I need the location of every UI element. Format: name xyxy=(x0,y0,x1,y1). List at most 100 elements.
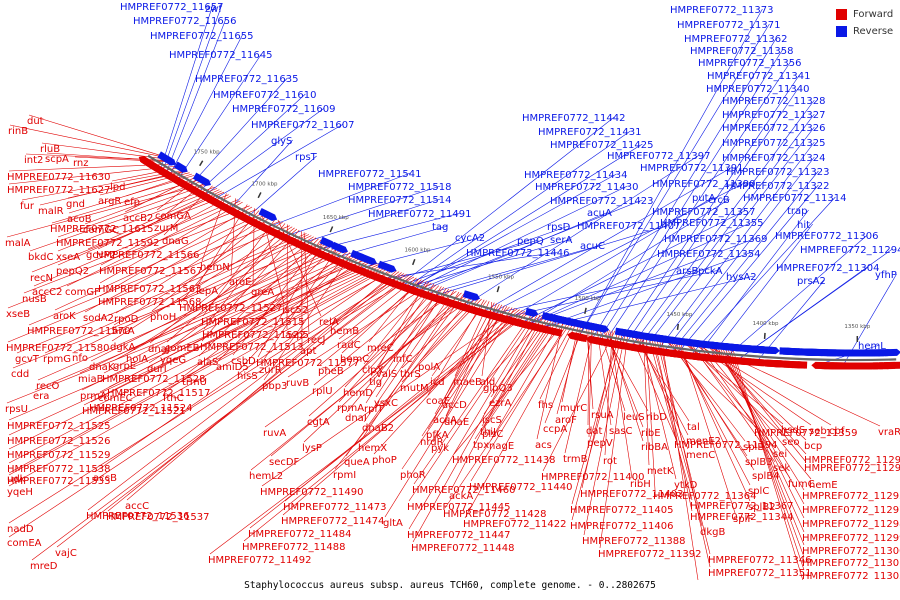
gene-label-leader xyxy=(430,224,670,297)
gene-label: hsdS xyxy=(781,425,805,436)
gene-label: HMPREF0772_11448 xyxy=(411,543,514,554)
gene-label: dgkA xyxy=(110,342,135,353)
gene-label-leader xyxy=(591,37,777,340)
gene-label: xseA xyxy=(56,252,80,263)
gene-label-leader xyxy=(729,346,805,571)
gene-label-leader xyxy=(249,310,525,529)
gene-label: gnd xyxy=(66,199,85,210)
kbp-tick-label: 1700 kbp xyxy=(252,181,278,187)
gene-label-leader xyxy=(97,190,222,250)
gene-label-leader xyxy=(718,345,805,519)
gene-label: HMPREF0772_11422 xyxy=(463,519,566,530)
gene-label: greA xyxy=(251,287,274,298)
gene-label-leader xyxy=(713,345,805,491)
gene-label: HMPREF0772_11655 xyxy=(150,31,253,42)
gene-label: HMPREF0772_11341 xyxy=(707,71,810,82)
gene-arrow xyxy=(614,341,634,351)
gene-label: HMPREF0772_11292 xyxy=(804,463,900,474)
gene-label: pheB xyxy=(318,366,344,377)
gene-label-leader xyxy=(453,320,567,455)
gene-label-leader xyxy=(370,283,435,377)
gene-arrow xyxy=(883,361,900,370)
gene-label: HMPREF0772_11344 xyxy=(690,512,793,523)
gene-label-leader xyxy=(303,292,462,443)
gene-arrow xyxy=(549,327,563,337)
gene-label-leader xyxy=(648,336,693,501)
gene-label-leader xyxy=(445,303,498,417)
gene-label-leader xyxy=(197,93,306,193)
gene-label-leader xyxy=(630,99,815,348)
gene-label-leader xyxy=(359,291,460,443)
gene-label: gltA xyxy=(383,518,403,529)
gene-label: HMPREF0772_11592 xyxy=(56,238,159,249)
gene-label: HMPREF0772_11371 xyxy=(677,20,780,31)
gene-label: dnaB2 xyxy=(362,423,394,434)
gene-label: HMPREF0772_11291 xyxy=(804,455,900,466)
gene-label-leader xyxy=(571,332,623,521)
gene-label: ytkD xyxy=(674,480,698,491)
gene-label-leader xyxy=(606,329,644,442)
gene-label-leader xyxy=(56,274,410,548)
gene-label: HMPREF0772_11645 xyxy=(169,50,272,61)
gene-label-leader xyxy=(28,220,281,326)
gene-label-leader xyxy=(23,205,250,294)
gene-label: rot xyxy=(603,456,617,467)
gene-label: rpmA xyxy=(337,403,364,414)
strand-legend: Forward Reverse xyxy=(836,6,893,40)
gene-label: pfkA xyxy=(426,430,449,441)
gene-label-leader xyxy=(31,194,229,273)
gene-label: aroE xyxy=(229,277,251,288)
gene-label: HMPREF0772_11491 xyxy=(368,209,471,220)
gene-label-leader xyxy=(700,343,812,480)
gene-label: HMPREF0772_11305 xyxy=(802,571,900,580)
gene-label: dkgB xyxy=(700,527,725,538)
gene-label: metK xyxy=(647,466,674,477)
gene-label-leader xyxy=(7,209,257,309)
legend-reverse: Reverse xyxy=(836,23,893,40)
gene-label-leader xyxy=(500,269,720,319)
gene-label: argR xyxy=(98,196,121,207)
gene-label: asp5 xyxy=(285,330,309,341)
gene-arrow xyxy=(574,333,588,343)
gene-label: hemX xyxy=(358,443,387,454)
gene-label-leader xyxy=(209,312,531,555)
gene-label: rpsT xyxy=(295,152,318,163)
gene-label-leader xyxy=(474,318,556,440)
gene-label: HMPREF0772_11538 xyxy=(7,464,110,475)
gene-label: HMPREF0772_11369 xyxy=(664,234,767,245)
gene-label: HMPREF0772_11527 xyxy=(179,303,282,314)
gene-label: pckA xyxy=(698,266,723,277)
gene-label: alaS xyxy=(197,357,218,368)
gene-label: rnz xyxy=(73,158,89,169)
gene-label: lepA xyxy=(196,286,218,297)
gene-label-leader xyxy=(424,244,602,295)
kbp-tick xyxy=(496,286,500,293)
gene-label: dut xyxy=(27,116,44,127)
gene-label: HMPREF0772_11394 xyxy=(674,440,777,451)
gene-label-leader xyxy=(126,270,397,501)
gene-label: ribE xyxy=(641,428,661,439)
gene-label: HMPREF0772_11362 xyxy=(684,34,787,45)
gene-label: HMPREF0772_11373 xyxy=(670,5,773,16)
gene-label: hemE xyxy=(809,480,838,491)
kbp-tick xyxy=(676,323,680,331)
kbp-tick xyxy=(199,160,204,167)
gene-label-leader xyxy=(8,273,405,524)
gene-label-leader xyxy=(8,264,382,450)
gene-label: ribH xyxy=(630,479,651,490)
gene-label: HMPREF0772_11566 xyxy=(96,250,199,261)
gene-label: tag xyxy=(432,222,448,233)
gene-label: hemB xyxy=(330,326,359,337)
gene-label-leader xyxy=(539,252,750,329)
gene-label-leader xyxy=(643,335,650,466)
gene-label-leader xyxy=(651,337,703,527)
kbp-tick-label: 1750 kbp xyxy=(194,150,220,156)
gene-label-leader xyxy=(107,272,402,512)
gene-label: HMPREF0772_11529 xyxy=(7,450,110,461)
gene-label: nusB xyxy=(22,294,47,305)
gene-label: icd xyxy=(430,377,445,388)
gene-label-leader xyxy=(380,251,559,279)
gene-label-leader xyxy=(578,8,763,338)
gene-label: HMPREF0772_11355 xyxy=(660,218,763,229)
gene-label-leader xyxy=(84,213,267,313)
